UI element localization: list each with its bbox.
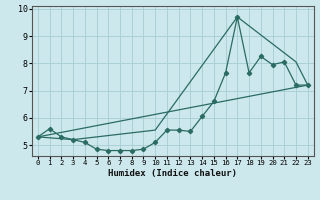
- X-axis label: Humidex (Indice chaleur): Humidex (Indice chaleur): [108, 169, 237, 178]
